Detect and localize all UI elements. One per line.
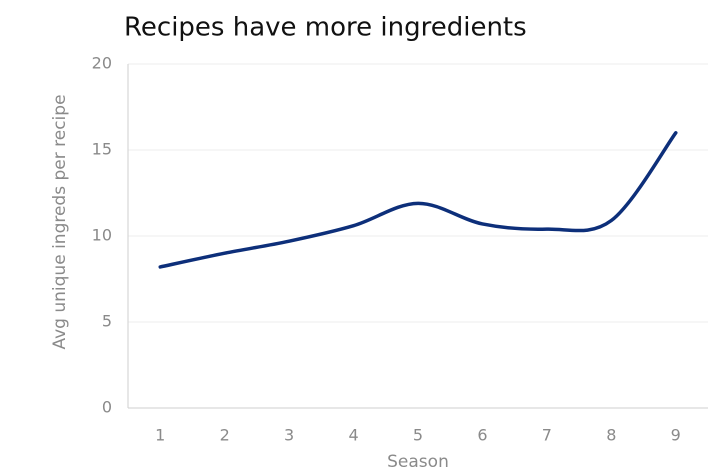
x-tick-label: 5 bbox=[413, 426, 423, 445]
y-tick-label: 20 bbox=[92, 54, 112, 73]
y-tick-label: 10 bbox=[92, 226, 112, 245]
y-tick-label: 0 bbox=[102, 398, 112, 417]
x-tick-label: 9 bbox=[671, 426, 681, 445]
line bbox=[158, 131, 678, 269]
x-tick-label: 1 bbox=[155, 426, 165, 445]
x-tick-label: 3 bbox=[284, 426, 294, 445]
x-tick-label: 8 bbox=[606, 426, 616, 445]
y-tick-label: 15 bbox=[92, 140, 112, 159]
x-tick-label: 4 bbox=[348, 426, 358, 445]
x-tick-label: 2 bbox=[220, 426, 230, 445]
y-axis-label: Avg unique ingreds per recipe bbox=[50, 94, 70, 349]
chart-title: Recipes have more ingredients bbox=[124, 13, 527, 43]
y-tick-label: 5 bbox=[102, 312, 112, 331]
x-axis-label: Season bbox=[387, 452, 449, 472]
x-tick-label: 7 bbox=[542, 426, 552, 445]
x-tick-label: 6 bbox=[477, 426, 487, 445]
